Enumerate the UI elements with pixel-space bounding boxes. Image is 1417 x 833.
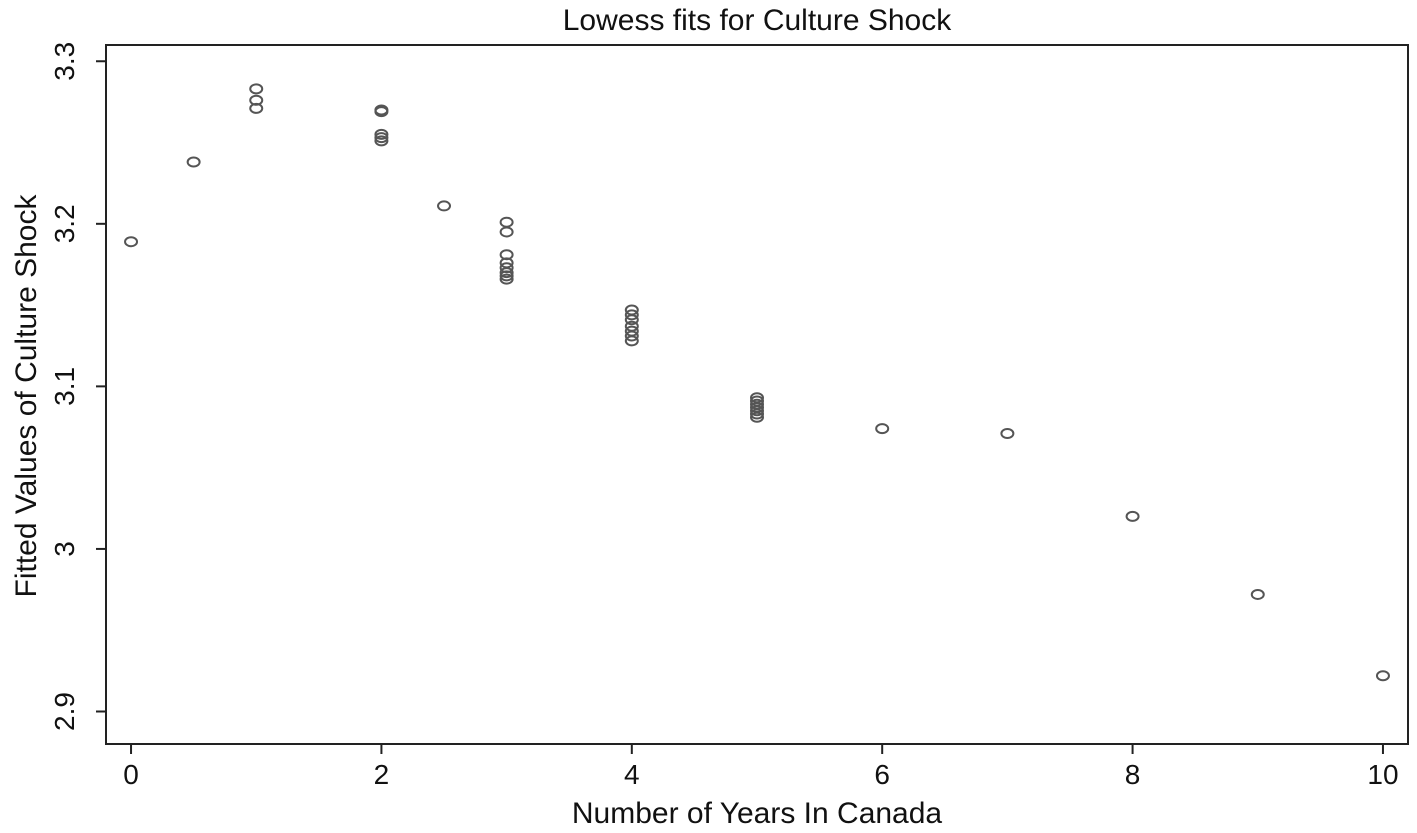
scatter-point xyxy=(124,236,139,248)
scatter-point xyxy=(186,156,201,168)
scatter-point xyxy=(249,83,264,95)
scatter-point xyxy=(249,102,264,114)
scatter-point xyxy=(437,200,452,212)
scatter-point xyxy=(374,106,389,118)
scatter-point xyxy=(624,309,639,321)
x-tick-label: 2 xyxy=(374,759,390,790)
scatter-point xyxy=(624,330,639,342)
x-tick-label: 0 xyxy=(123,759,139,790)
x-axis-label: Number of Years In Canada xyxy=(572,797,943,830)
x-tick-label: 8 xyxy=(1125,759,1141,790)
scatter-point xyxy=(1250,588,1265,600)
y-axis: 2.9 3 3.1 3.2 3.3 xyxy=(49,42,106,731)
y-tick-label: 3.2 xyxy=(49,204,80,243)
y-tick-label: 3.3 xyxy=(49,42,80,81)
y-tick-label: 2.9 xyxy=(49,692,80,731)
x-tick-label: 4 xyxy=(624,759,640,790)
plot-frame xyxy=(105,44,1409,745)
scatter-point xyxy=(1375,670,1390,682)
scatter-point xyxy=(499,226,514,238)
scatter-point xyxy=(1125,510,1140,522)
chart-title: Lowess fits for Culture Shock xyxy=(563,4,952,37)
scatter-point xyxy=(750,405,764,417)
x-tick-label: 6 xyxy=(874,759,890,790)
scatter-point xyxy=(750,411,764,423)
scatter-point xyxy=(624,335,639,347)
y-tick-label: 3.1 xyxy=(49,367,80,406)
scatter-point xyxy=(750,408,764,420)
scatter-point xyxy=(1000,428,1015,440)
scatter-point xyxy=(624,314,639,326)
scatter-point xyxy=(499,216,514,228)
data-points xyxy=(124,83,1390,682)
scatter-point xyxy=(499,273,514,285)
scatter-point xyxy=(374,128,389,140)
x-tick-label: 10 xyxy=(1367,759,1398,790)
scatter-point xyxy=(374,135,389,147)
x-axis: 0 2 4 6 8 10 xyxy=(123,744,1399,790)
scatter-point xyxy=(875,423,890,435)
y-tick-label: 3 xyxy=(49,541,80,557)
scatter-point xyxy=(499,267,514,279)
scatter-point xyxy=(374,132,389,144)
y-axis-label: Fitted Values of Culture Shock xyxy=(10,194,43,598)
scatter-point xyxy=(499,270,514,282)
